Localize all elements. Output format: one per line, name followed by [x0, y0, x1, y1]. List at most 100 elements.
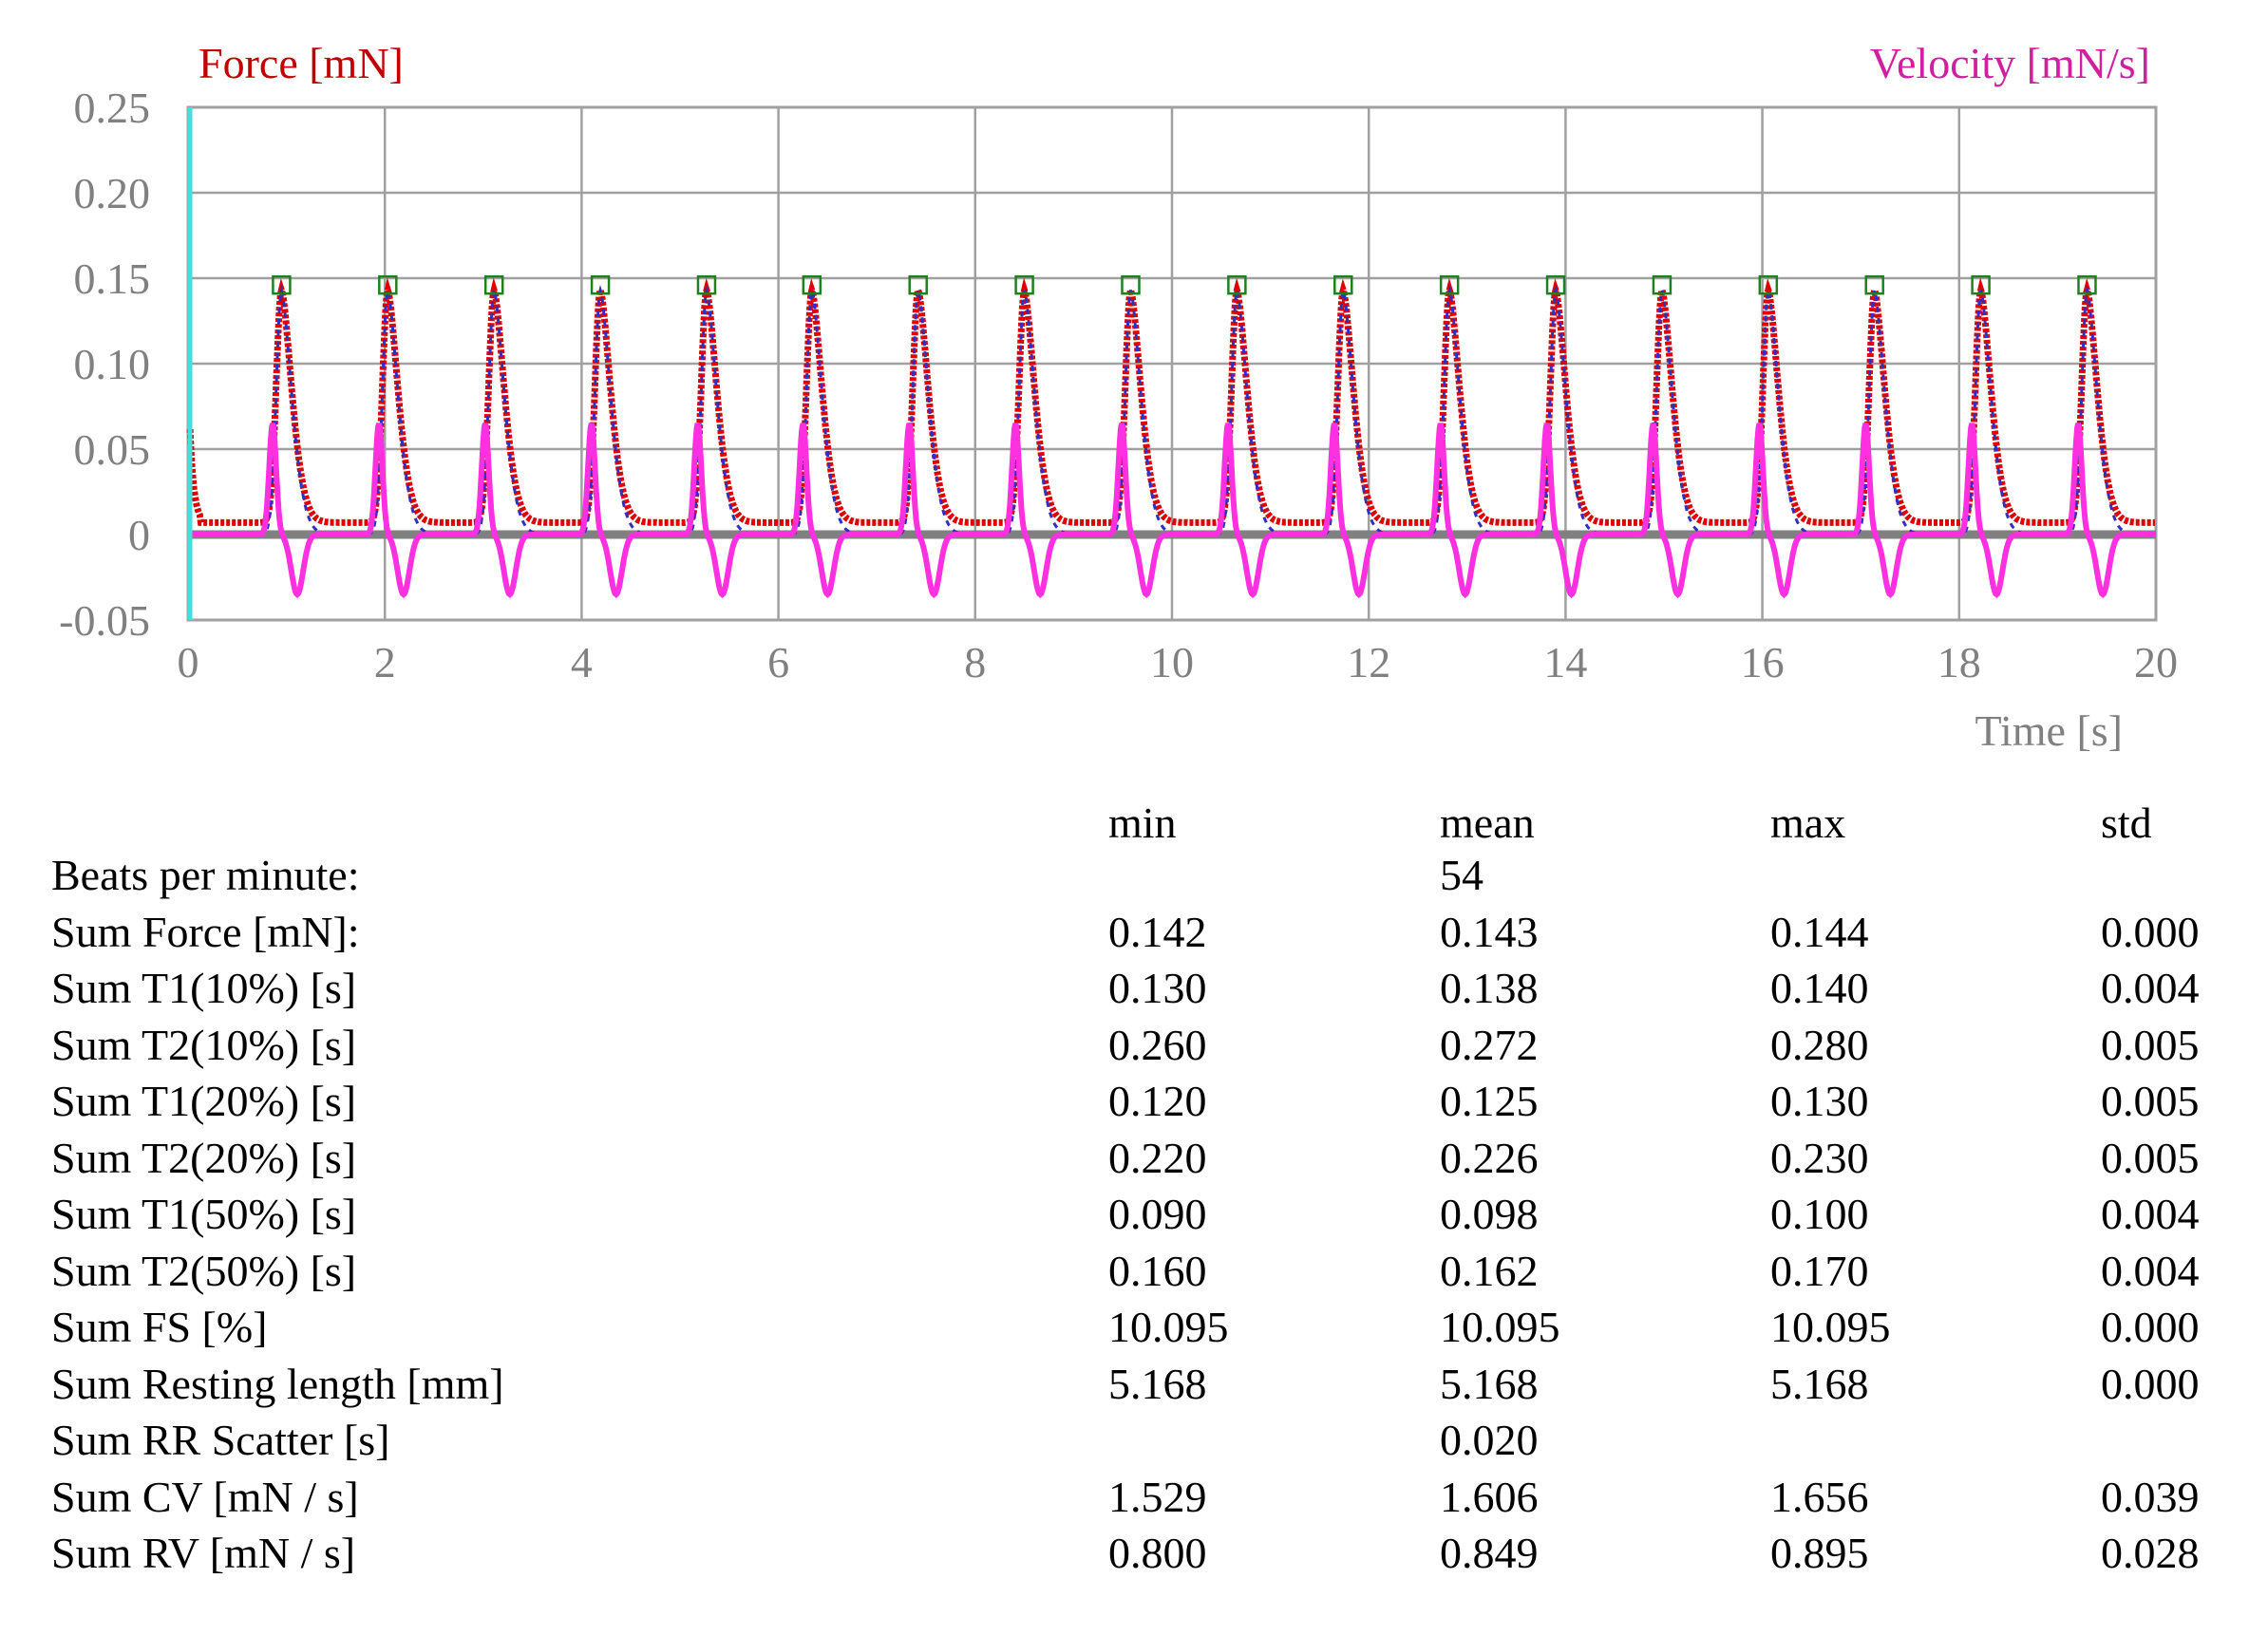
peak-marker — [272, 274, 292, 295]
stats-cell-max: 0.144 — [1770, 907, 1869, 956]
stats-cell-mean: 0.098 — [1440, 1190, 1539, 1238]
stats-cell-std: 0.000 — [2101, 907, 2200, 956]
stats-row-label: Sum RV [mN / s] — [51, 1529, 356, 1577]
stats-cell-max: 0.280 — [1770, 1020, 1869, 1069]
stats-cell-max: 10.095 — [1770, 1303, 1891, 1351]
stats-row: Sum T2(10%) [s] 0.260 0.272 0.280 0.005 — [0, 1020, 2268, 1077]
header-std: std — [2101, 799, 2152, 847]
stats-cell-std: 0.005 — [2101, 1020, 2200, 1069]
stats-cell-max: 0.140 — [1770, 964, 1869, 1012]
header-mean: mean — [1440, 799, 1535, 847]
stats-cell-mean: 0.125 — [1440, 1077, 1539, 1125]
y-tick-label: 0 — [128, 511, 150, 559]
stats-cell-mean: 0.020 — [1440, 1416, 1539, 1464]
y-tick-label: 0.10 — [74, 340, 151, 388]
peak-marker — [802, 274, 822, 295]
x-tick-label: 0 — [178, 638, 199, 686]
stats-cell-max: 0.895 — [1770, 1529, 1869, 1577]
stats-cell-mean: 1.606 — [1440, 1472, 1539, 1521]
peak-marker — [1971, 274, 1991, 295]
x-tick-label: 6 — [767, 638, 789, 686]
stats-cell-min: 0.220 — [1108, 1133, 1207, 1182]
stats-cell-std: 0.039 — [2101, 1472, 2200, 1521]
x-tick-label: 14 — [1543, 638, 1587, 686]
stats-row: Sum T1(10%) [s] 0.130 0.138 0.140 0.004 — [0, 963, 2268, 1020]
stats-row: Beats per minute: 54 — [0, 850, 2268, 907]
y-tick-label: 0.05 — [74, 425, 151, 474]
stats-cell-mean: 0.143 — [1440, 907, 1539, 956]
stats-cell-std: 0.028 — [2101, 1529, 2200, 1577]
x-tick-labels: 0 2 4 6 8 10 12 14 16 18 20 — [178, 638, 2179, 686]
x-tick-label: 12 — [1347, 638, 1390, 686]
header-max: max — [1770, 799, 1846, 847]
stats-cell-std: 0.005 — [2101, 1133, 2200, 1182]
stats-row-label: Sum CV [mN / s] — [51, 1472, 359, 1521]
peak-marker — [696, 274, 717, 295]
y-tick-label: 0.20 — [74, 169, 151, 217]
peak-marker — [1014, 274, 1034, 295]
stats-cell-std: 0.004 — [2101, 1246, 2200, 1295]
stats-cell-std: 0.000 — [2101, 1359, 2200, 1408]
stats-cell-min: 10.095 — [1108, 1303, 1229, 1351]
stats-cell-std: 0.005 — [2101, 1077, 2200, 1125]
x-tick-label: 16 — [1741, 638, 1785, 686]
stats-row-label: Sum T2(20%) [s] — [51, 1133, 357, 1182]
stats-cell-min: 0.260 — [1108, 1020, 1207, 1069]
x-tick-label: 8 — [964, 638, 986, 686]
stats-cell-min: 5.168 — [1108, 1359, 1207, 1408]
peak-marker — [1439, 274, 1460, 295]
stats-table: min mean max std Beats per minute: 54 Sum … — [0, 798, 2268, 1624]
peak-marker — [1758, 274, 1779, 295]
peak-marker — [1227, 274, 1247, 295]
stats-cell-mean: 0.226 — [1440, 1133, 1539, 1182]
x-tick-label: 18 — [1937, 638, 1981, 686]
stats-cell-min: 0.160 — [1108, 1246, 1207, 1295]
grid-lines — [186, 105, 2158, 622]
stats-cell-mean: 5.168 — [1440, 1359, 1539, 1408]
stats-cell-mean: 0.162 — [1440, 1246, 1539, 1295]
stats-cell-min: 0.142 — [1108, 907, 1207, 956]
header-min: min — [1108, 799, 1177, 847]
y-tick-label: 0.25 — [74, 84, 151, 132]
stats-row-label: Sum RR Scatter [s] — [51, 1416, 390, 1464]
stats-cell-min: 0.130 — [1108, 964, 1207, 1012]
stats-row: Sum RV [mN / s] 0.800 0.849 0.895 0.028 — [0, 1528, 2268, 1585]
stats-row: Sum T2(20%) [s] 0.220 0.226 0.230 0.005 — [0, 1133, 2268, 1190]
peak-marker — [378, 274, 398, 295]
stats-cell-min: 0.090 — [1108, 1190, 1207, 1238]
peak-marker — [908, 274, 928, 295]
stats-row-label: Sum Force [mN]: — [51, 907, 360, 956]
peak-marker — [2077, 274, 2097, 295]
stats-cell-max: 0.100 — [1770, 1190, 1869, 1238]
force-velocity-chart: Force [mN] Velocity [mN/s] 0.250.200.150… — [59, 39, 2179, 755]
stats-row-label: Sum FS [%] — [51, 1303, 268, 1351]
force-axis-label: Force [mN] — [198, 39, 404, 87]
stats-cell-mean: 0.272 — [1440, 1020, 1539, 1069]
x-axis-label: Time [s] — [1975, 706, 2124, 755]
peak-marker — [1333, 274, 1353, 295]
y-tick-label: -0.05 — [59, 596, 150, 645]
stats-row: Sum FS [%] 10.095 10.095 10.095 0.000 — [0, 1302, 2268, 1359]
stats-row-label: Sum T1(50%) [s] — [51, 1190, 357, 1238]
velocity-axis-label: Velocity [mN/s] — [1870, 39, 2150, 87]
x-tick-label: 20 — [2134, 638, 2178, 686]
stats-row: Sum T1(20%) [s] 0.120 0.125 0.130 0.005 — [0, 1076, 2268, 1133]
x-tick-label: 4 — [571, 638, 593, 686]
velocity-trace — [190, 423, 2155, 599]
stats-row-label: Sum Resting length [mm] — [51, 1359, 504, 1408]
stats-row: Sum T1(50%) [s] 0.090 0.098 0.100 0.004 — [0, 1189, 2268, 1246]
stats-row: Sum Force [mN]: 0.142 0.143 0.144 0.000 — [0, 907, 2268, 964]
peak-marker — [1652, 274, 1673, 295]
stats-cell-std: 0.004 — [2101, 964, 2200, 1012]
stats-cell-mean: 0.849 — [1440, 1529, 1539, 1577]
stats-cell-max: 0.230 — [1770, 1133, 1869, 1182]
stats-row-label: Sum T2(10%) [s] — [51, 1020, 357, 1069]
stats-cell-max: 0.170 — [1770, 1246, 1869, 1295]
stats-row: Sum T2(50%) [s] 0.160 0.162 0.170 0.004 — [0, 1246, 2268, 1303]
peak-marker — [1864, 274, 1884, 295]
peak-marker — [483, 274, 504, 295]
stats-cell-max: 0.130 — [1770, 1077, 1869, 1125]
peak-marker — [590, 274, 611, 295]
stats-cell-min: 0.800 — [1108, 1529, 1207, 1577]
x-tick-label: 2 — [374, 638, 396, 686]
